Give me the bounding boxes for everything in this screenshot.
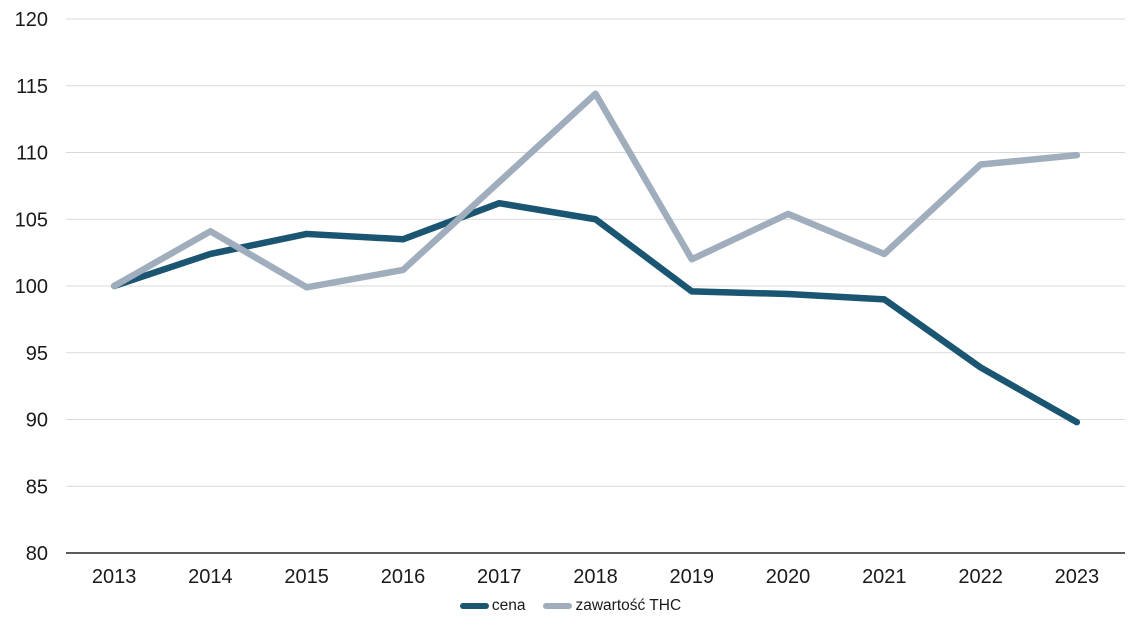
series-line-zawartość-thc bbox=[110, 90, 1081, 291]
legend-label: zawartość THC bbox=[575, 597, 682, 614]
legend-label: cena bbox=[491, 597, 526, 614]
y-tick-label: 90 bbox=[26, 410, 48, 432]
y-tick-label: 110 bbox=[16, 143, 48, 165]
y-tick-label: 95 bbox=[26, 343, 48, 365]
x-tick-label: 2018 bbox=[573, 566, 618, 588]
y-tick-label: 85 bbox=[26, 476, 48, 498]
series-line-cena bbox=[110, 199, 1081, 426]
y-tick-label: 105 bbox=[15, 209, 48, 231]
chart-legend: cena zawartość THC bbox=[0, 598, 1141, 614]
x-tick-label: 2016 bbox=[381, 566, 426, 588]
y-tick-label: 120 bbox=[15, 9, 48, 31]
y-tick-label: 80 bbox=[26, 543, 48, 565]
x-tick-label: 2023 bbox=[1055, 566, 1100, 588]
legend-item-zawartość-thc: zawartość THC bbox=[543, 598, 681, 614]
x-tick-label: 2017 bbox=[477, 566, 522, 588]
x-tick-label: 2022 bbox=[958, 566, 1003, 588]
x-tick-label: 2020 bbox=[766, 566, 811, 588]
x-tick-label: 2015 bbox=[284, 566, 329, 588]
y-tick-label: 115 bbox=[16, 76, 48, 98]
x-tick-label: 2013 bbox=[92, 566, 137, 588]
x-tick-label: 2014 bbox=[188, 566, 233, 588]
x-tick-label: 2021 bbox=[862, 566, 907, 588]
legend-swatch-icon bbox=[543, 602, 573, 609]
x-tick-label: 2019 bbox=[670, 566, 715, 588]
y-tick-label: 100 bbox=[15, 276, 48, 298]
plot-area: 80 85 90 95 100 105 110 115 120 2013 2014 2015 2016 2… bbox=[15, 9, 1125, 588]
legend-item-cena: cena bbox=[459, 597, 526, 614]
legend-swatch-icon bbox=[459, 602, 489, 609]
